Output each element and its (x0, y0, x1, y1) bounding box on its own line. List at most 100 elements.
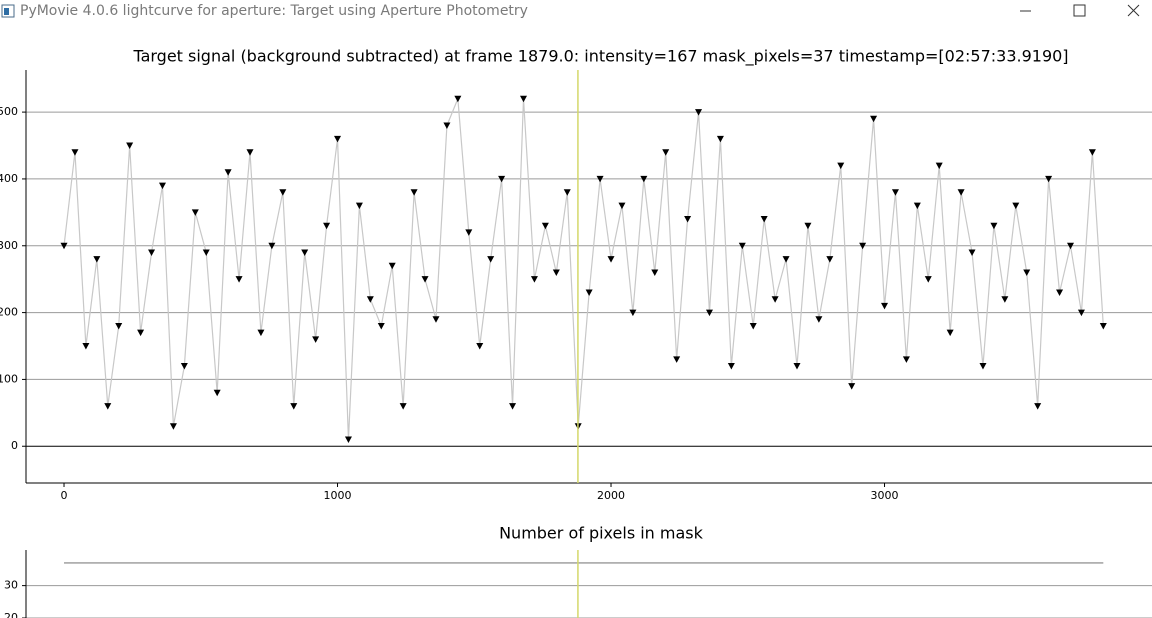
point-marker (935, 162, 943, 170)
point-marker (115, 322, 123, 330)
point-marker (848, 383, 856, 390)
y-tick-label: 300 (0, 239, 18, 252)
point-marker (793, 363, 801, 370)
point-marker (519, 95, 527, 103)
point-marker (695, 109, 703, 116)
title-bar (0, 0, 1152, 22)
close-button[interactable] (1127, 4, 1140, 17)
point-marker (1099, 322, 1107, 330)
point-marker (454, 95, 462, 103)
point-marker (476, 343, 484, 350)
point-marker (224, 169, 232, 176)
point-marker (71, 149, 79, 156)
point-marker (432, 316, 440, 323)
window-title: PyMovie 4.0.6 lightcurve for aperture: T… (20, 3, 528, 19)
point-marker (399, 403, 407, 410)
point-marker (334, 135, 342, 143)
y-tick-label: 100 (0, 372, 18, 385)
point-marker (235, 276, 243, 283)
point-marker (1045, 175, 1053, 183)
point-marker (498, 175, 506, 183)
x-tick-label: 1000 (324, 489, 352, 502)
point-marker (104, 403, 112, 410)
point-marker (279, 189, 287, 196)
point-marker (651, 269, 659, 276)
point-marker (541, 222, 549, 230)
y-tick-label: 30 (4, 579, 18, 592)
point-marker (607, 256, 615, 263)
point-marker (344, 436, 352, 444)
point-marker (158, 182, 166, 190)
point-marker (618, 202, 626, 210)
point-marker (487, 256, 495, 263)
connector-line (63, 98, 1104, 440)
point-marker (82, 343, 90, 350)
point-marker (410, 189, 418, 196)
point-marker (213, 389, 221, 397)
point-marker (946, 329, 954, 337)
point-marker (596, 175, 604, 183)
maximize-button[interactable] (1073, 4, 1086, 17)
point-marker (443, 122, 451, 129)
point-marker (180, 363, 188, 370)
point-marker (979, 363, 987, 370)
point-marker (870, 115, 878, 123)
point-marker (891, 189, 899, 196)
point-marker (191, 209, 199, 216)
point-marker (826, 256, 834, 263)
point-marker (93, 256, 101, 263)
point-marker (268, 242, 276, 250)
y-tick-label: 400 (0, 172, 18, 185)
point-marker (629, 309, 637, 317)
point-marker (126, 142, 134, 150)
point-marker (202, 249, 210, 256)
point-marker (1034, 403, 1042, 410)
point-marker (837, 162, 845, 170)
point-marker (924, 276, 932, 283)
point-marker (530, 276, 538, 283)
point-marker (1056, 289, 1064, 297)
point-marker (355, 202, 363, 210)
chart-title: Number of pixels in mask (499, 524, 704, 543)
point-marker (968, 249, 976, 256)
point-marker (60, 242, 68, 250)
y-tick-label: 200 (0, 306, 18, 319)
point-marker (257, 329, 265, 337)
point-marker (684, 216, 692, 223)
point-marker (312, 336, 320, 343)
point-marker (913, 202, 921, 210)
point-marker (1001, 296, 1009, 303)
point-marker (815, 316, 823, 323)
point-marker (727, 363, 735, 370)
point-marker (148, 249, 156, 256)
point-marker (465, 229, 473, 236)
point-marker (738, 242, 746, 250)
point-marker (771, 296, 779, 303)
point-marker (716, 135, 724, 143)
point-marker (323, 222, 331, 230)
point-marker (585, 289, 593, 297)
point-marker (782, 256, 790, 263)
point-marker (563, 189, 571, 196)
point-marker (1066, 242, 1074, 250)
point-marker (552, 269, 560, 276)
chart-title: Target signal (background subtracted) at… (132, 47, 1068, 67)
y-tick-label: 0 (11, 439, 18, 452)
point-marker (749, 322, 757, 330)
point-marker (957, 189, 965, 196)
point-marker (804, 222, 812, 230)
point-marker (366, 296, 374, 303)
point-marker (662, 149, 670, 156)
point-marker (1023, 269, 1031, 276)
point-marker (640, 175, 648, 183)
point-marker (1088, 149, 1096, 156)
point-marker (290, 403, 298, 410)
point-marker (902, 356, 910, 363)
point-marker (760, 216, 768, 223)
point-marker (705, 309, 713, 317)
point-marker (990, 222, 998, 230)
point-marker (673, 356, 681, 363)
point-marker (881, 302, 889, 310)
